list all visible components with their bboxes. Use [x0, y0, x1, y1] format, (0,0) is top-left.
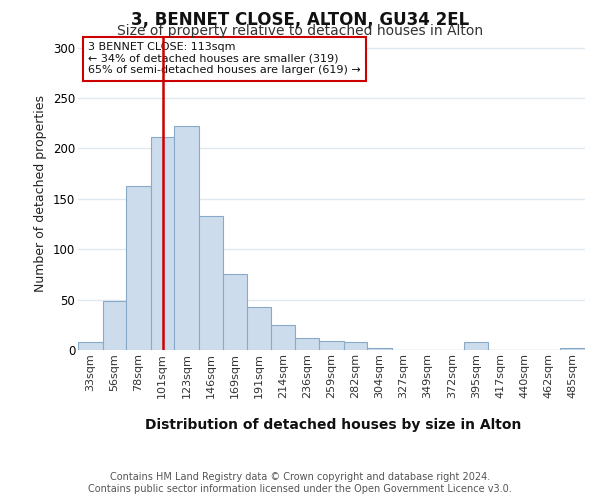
- Text: Distribution of detached houses by size in Alton: Distribution of detached houses by size …: [145, 418, 521, 432]
- Bar: [247, 306, 271, 350]
- Bar: [103, 300, 126, 350]
- Bar: [367, 348, 392, 350]
- Bar: [344, 342, 367, 350]
- Bar: [464, 342, 488, 350]
- Y-axis label: Number of detached properties: Number of detached properties: [34, 95, 47, 292]
- Text: 3, BENNET CLOSE, ALTON, GU34 2EL: 3, BENNET CLOSE, ALTON, GU34 2EL: [131, 11, 469, 29]
- Bar: [560, 348, 585, 350]
- Bar: [319, 341, 344, 350]
- Text: 3 BENNET CLOSE: 113sqm
← 34% of detached houses are smaller (319)
65% of semi-de: 3 BENNET CLOSE: 113sqm ← 34% of detached…: [88, 42, 361, 76]
- Bar: [271, 325, 295, 350]
- Text: Contains public sector information licensed under the Open Government Licence v3: Contains public sector information licen…: [88, 484, 512, 494]
- Bar: [174, 126, 199, 350]
- Bar: [199, 216, 223, 350]
- Bar: [151, 138, 174, 350]
- Text: Size of property relative to detached houses in Alton: Size of property relative to detached ho…: [117, 24, 483, 38]
- Bar: [78, 342, 103, 350]
- Text: Contains HM Land Registry data © Crown copyright and database right 2024.: Contains HM Land Registry data © Crown c…: [110, 472, 490, 482]
- Bar: [223, 274, 247, 350]
- Bar: [295, 338, 319, 350]
- Bar: [126, 186, 151, 350]
